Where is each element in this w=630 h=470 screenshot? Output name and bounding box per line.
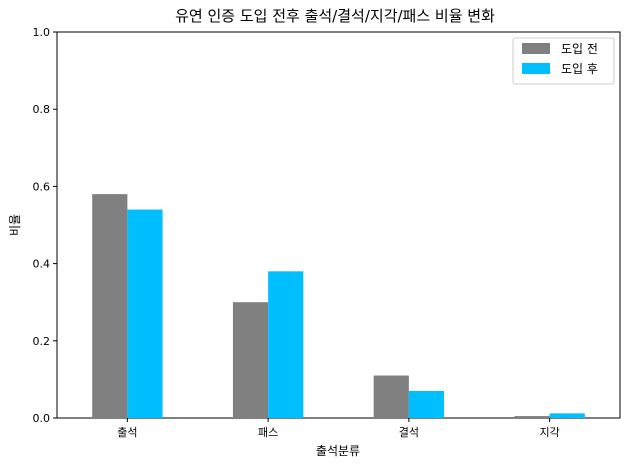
bars-group (92, 194, 585, 418)
y-tick-label: 0.0 (33, 412, 51, 425)
y-axis-label: 비율 (8, 214, 22, 236)
bar-after-1 (268, 271, 304, 418)
chart-title: 유연 인증 도입 전후 출석/결석/지각/패스 비율 변화 (175, 7, 495, 25)
legend-label-after: 도입 후 (561, 62, 598, 76)
legend: 도입 전 도입 후 (512, 37, 615, 85)
bar-before-3 (514, 416, 550, 418)
bar-after-2 (408, 390, 445, 418)
bar-after-3 (549, 413, 585, 418)
x-axis-label: 출석분류 (316, 444, 360, 458)
legend-label-before: 도입 전 (561, 42, 598, 56)
bar-before-2 (373, 375, 409, 418)
bar-before-1 (232, 302, 269, 418)
bar-before-0 (92, 194, 128, 418)
legend-swatch-before (522, 43, 550, 54)
bar-after-0 (127, 209, 163, 418)
x-tick-label: 결석 (399, 426, 419, 439)
y-tick-label: 0.8 (33, 103, 51, 116)
x-axis: 출석 패스 결석 지각 (117, 418, 560, 439)
x-tick-label: 지각 (540, 426, 560, 439)
y-tick-label: 0.4 (33, 258, 51, 271)
y-axis: 0.0 0.2 0.4 0.6 0.8 1.0 (33, 26, 57, 425)
y-tick-label: 0.2 (33, 335, 51, 348)
x-tick-label: 패스 (258, 426, 278, 439)
y-tick-label: 1.0 (33, 26, 51, 39)
legend-swatch-after (522, 63, 550, 74)
x-tick-label: 출석 (117, 426, 137, 439)
y-tick-label: 0.6 (33, 180, 51, 193)
plot-area (56, 31, 621, 419)
